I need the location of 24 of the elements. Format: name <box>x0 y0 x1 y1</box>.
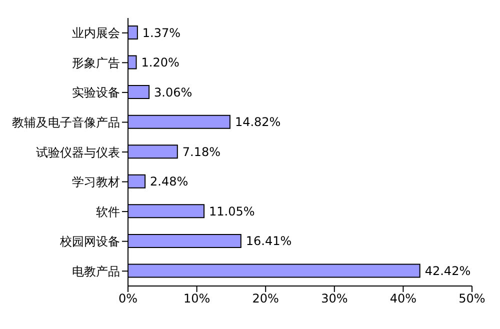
y-tick-label: 形象广告 <box>72 56 120 70</box>
data-label: 11.05% <box>209 204 255 218</box>
x-tick-label: 40% <box>390 292 417 306</box>
y-tick-label: 软件 <box>96 204 120 219</box>
y-tick-label: 实验设备 <box>72 86 120 100</box>
y-tick-label: 教辅及电子音像产品 <box>12 115 120 130</box>
data-label: 1.20% <box>141 56 180 70</box>
y-tick-label: 学习教材 <box>72 175 120 190</box>
x-tick-label: 0% <box>118 292 138 306</box>
data-label: 3.06% <box>154 85 192 100</box>
data-label: 7.18% <box>182 144 221 159</box>
x-tick-label: 10% <box>183 292 210 306</box>
y-tick-label: 试验仪器与仪表 <box>36 145 120 160</box>
x-tick-label: 30% <box>321 292 348 306</box>
y-tick-label: 电教产品 <box>72 264 120 278</box>
data-label: 2.48% <box>150 174 188 189</box>
data-label: 1.37% <box>142 26 181 40</box>
x-tick-label: 20% <box>252 292 279 306</box>
y-tick-label: 业内展会 <box>72 26 120 40</box>
y-tick-label: 校园网设备 <box>59 234 120 249</box>
x-tick-label: 50% <box>458 292 486 306</box>
data-label: 14.82% <box>234 115 281 130</box>
data-label: 42.42% <box>424 264 471 278</box>
data-label: 16.41% <box>246 234 292 248</box>
